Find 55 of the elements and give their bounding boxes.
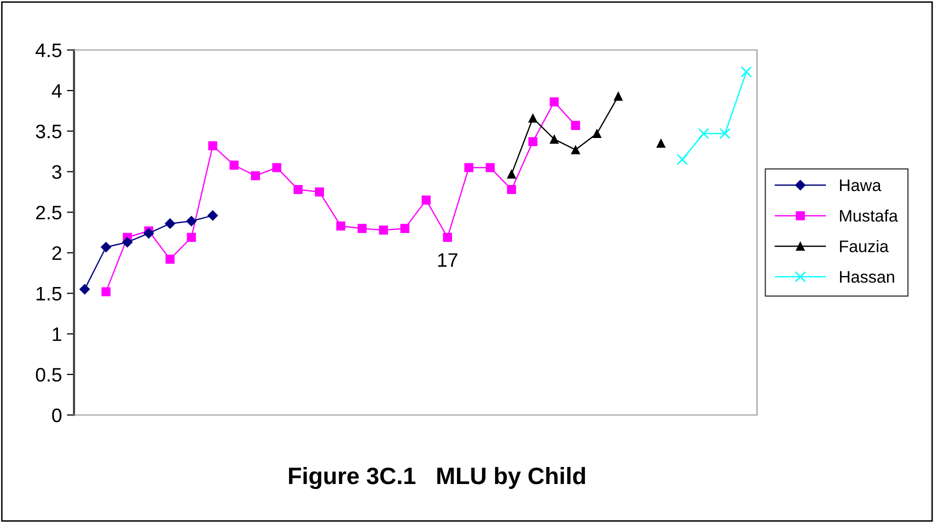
- point: [550, 97, 559, 106]
- point: [592, 129, 602, 138]
- point: [443, 232, 452, 242]
- point: [698, 128, 710, 140]
- point: [571, 145, 580, 154]
- point: [464, 163, 474, 172]
- point: [550, 134, 559, 144]
- point: [100, 242, 112, 252]
- point: [272, 163, 282, 172]
- point: [186, 232, 196, 242]
- y-tick-label: 3: [52, 165, 62, 179]
- point: [102, 287, 111, 296]
- point: [719, 128, 731, 140]
- point: [528, 137, 538, 146]
- y-tick-label: 4.5: [36, 44, 62, 58]
- point: [528, 114, 538, 123]
- point: [208, 141, 218, 150]
- legend-label: Fauzia: [840, 240, 889, 252]
- y-tick-label: 2: [52, 246, 62, 260]
- y-tick-label: 1: [52, 328, 62, 341]
- y-tick-label: 0.5: [36, 368, 62, 382]
- y-tick-label: 3.5: [36, 124, 62, 138]
- point: [486, 163, 495, 172]
- y-tick-label: 0: [52, 408, 62, 422]
- point: [164, 218, 176, 229]
- point: [740, 66, 752, 78]
- point: [250, 171, 260, 180]
- point: [571, 120, 580, 130]
- point: [336, 221, 346, 231]
- text: Figure 3C.1 MLU by Child: [289, 466, 585, 490]
- point: [656, 138, 666, 148]
- annotation: 17: [438, 253, 458, 267]
- point: [400, 224, 410, 233]
- point: [207, 210, 218, 221]
- point: [614, 92, 623, 101]
- point: [294, 184, 303, 194]
- point: [507, 184, 516, 194]
- y-tick-label: 2.5: [36, 206, 62, 220]
- point: [422, 196, 431, 205]
- point: [314, 187, 324, 196]
- point: [676, 154, 688, 166]
- point: [358, 224, 367, 233]
- point: [143, 228, 154, 239]
- point: [378, 226, 388, 235]
- y-tick-label: 1.5: [36, 287, 62, 301]
- legend-label: Mustafa: [840, 209, 898, 222]
- legend-label: Hawa: [840, 180, 882, 192]
- point: [122, 236, 133, 248]
- y-tick-label: 4: [52, 84, 62, 98]
- point: [79, 284, 90, 295]
- point: [507, 170, 516, 179]
- legend-label: Hassan: [840, 271, 894, 283]
- point: [166, 254, 175, 264]
- point: [186, 216, 197, 226]
- point: [230, 160, 239, 170]
